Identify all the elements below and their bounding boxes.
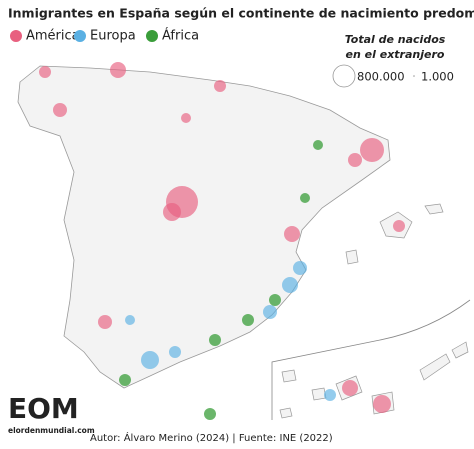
size-legend-circle	[413, 75, 415, 77]
map-bubbles	[39, 62, 405, 420]
title: Inmigrantes en España según el continent…	[8, 6, 474, 21]
size-legend-circle	[332, 64, 356, 88]
legend-label: África	[162, 28, 199, 44]
size-legend-label: 800.000	[357, 70, 405, 84]
legend-swatch	[10, 30, 22, 42]
size-legend-title: Total de nacidos	[345, 33, 446, 46]
size-legend-label: 1.000	[421, 70, 454, 84]
size-legend-title: en el extranjero	[346, 48, 445, 61]
credit: Autor: Álvaro Merino (2024) | Fuente: IN…	[90, 431, 333, 444]
site: elordenmundial.com	[8, 426, 95, 435]
legend-swatch	[146, 30, 158, 42]
legend-label: América	[26, 29, 80, 44]
logo: EOM	[8, 392, 79, 425]
ibiza	[345, 249, 359, 265]
map	[17, 62, 471, 420]
canary-frame	[271, 299, 471, 420]
menorca	[424, 203, 444, 215]
footer: EOM elordenmundial.com Autor: Álvaro Mer…	[8, 392, 333, 444]
peninsula	[17, 65, 391, 389]
legend-label: Europa	[90, 29, 136, 44]
size-legend: Total de nacidos en el extranjero 800.00…	[332, 33, 454, 88]
legend-swatch	[74, 30, 86, 42]
legend: América Europa África	[10, 28, 199, 44]
